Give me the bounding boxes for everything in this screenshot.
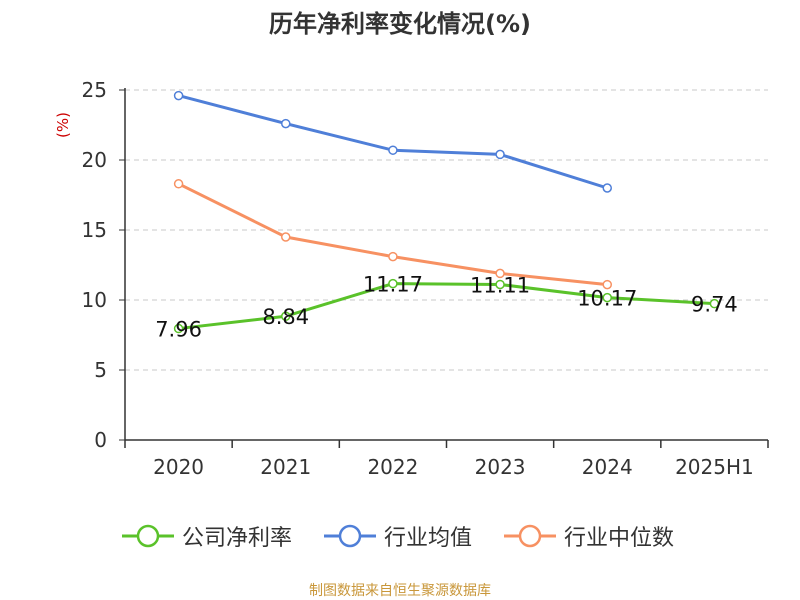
y-tick-label: 25: [82, 78, 107, 102]
data-point: [281, 311, 291, 321]
legend-label: 行业均值: [384, 526, 473, 551]
data-point: [173, 323, 184, 334]
series-line: [178, 94, 608, 190]
legend-item[interactable]: 行业中位数: [502, 516, 674, 556]
data-point: [281, 232, 291, 242]
x-tick-label: 2021: [260, 455, 311, 479]
y-tick-label: 0: [94, 428, 107, 452]
data-label: 9.74: [691, 293, 738, 317]
y-tick-label: 20: [82, 148, 107, 172]
data-point: [495, 149, 505, 160]
data-point: [388, 251, 398, 262]
data-point: [602, 279, 612, 290]
y-tick-label: 15: [82, 218, 107, 242]
chart-title: 历年净利率变化情况(%): [269, 10, 531, 38]
x-tick-label: 2024: [582, 455, 633, 479]
data-point: [602, 292, 612, 303]
legend: 公司净利率 行业均值 行业中位数: [0, 516, 800, 556]
data-point: [173, 179, 184, 189]
data-point: [281, 118, 291, 129]
data-point: [388, 278, 398, 289]
data-point: [173, 90, 184, 101]
series-line: [177, 182, 608, 287]
series-line: [178, 282, 715, 331]
legend-label: 公司净利率: [182, 526, 293, 551]
x-tick-label: 2020: [153, 455, 204, 479]
data-point: [709, 298, 720, 309]
x-tick-label: 2025H1: [675, 455, 754, 479]
legend-circle: [518, 524, 542, 548]
legend-label: 行业中位数: [564, 526, 675, 551]
x-tick-label: 2022: [367, 455, 418, 479]
data-label: 11.17: [363, 273, 423, 297]
data-point: [495, 268, 505, 279]
x-tick-label: 2023: [475, 455, 526, 479]
legend-circle: [338, 524, 362, 548]
legend-item[interactable]: 公司净利率: [120, 516, 292, 556]
data-label: 8.84: [262, 305, 309, 329]
legend-circle: [136, 524, 160, 548]
data-label: 11.11: [470, 273, 530, 297]
data-label: 10.17: [577, 287, 637, 311]
legend-item[interactable]: 行业均值: [322, 516, 472, 556]
legend-marker-icon: [504, 524, 556, 548]
y-axis-label: (%): [54, 112, 72, 138]
data-point: [495, 279, 505, 290]
legend-marker-icon: [122, 524, 174, 548]
data-label: 7.96: [155, 318, 202, 342]
source-note: 制图数据来自恒生聚源数据库: [309, 583, 491, 599]
data-point: [388, 145, 398, 155]
y-tick-label: 5: [94, 358, 107, 382]
y-tick-label: 10: [82, 288, 107, 312]
data-point: [602, 183, 612, 193]
legend-marker-icon: [324, 524, 376, 548]
